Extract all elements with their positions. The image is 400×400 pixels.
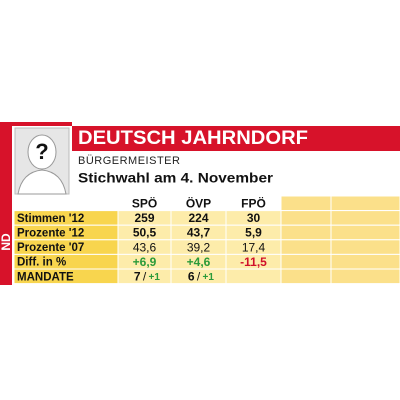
cell-value: 50,5	[133, 226, 157, 240]
row-label: Prozente '12	[17, 228, 84, 240]
cell-value: +4,6	[187, 255, 211, 269]
separator: /	[197, 269, 201, 283]
empty-cell	[330, 268, 400, 285]
title: DEUTSCH JAHRNDORF	[78, 128, 308, 149]
seat-change: +1	[149, 272, 161, 283]
cell	[225, 268, 282, 285]
subtitle: BÜRGERMEISTER	[78, 155, 180, 167]
empty-cell	[280, 224, 332, 241]
results-table: SPÖ ÖVP FPÖ Stimmen '12 259 224 30 Prozente '12…	[13, 195, 400, 285]
column-header: SPÖ	[132, 195, 157, 210]
row-label: Prozente '07	[17, 242, 84, 254]
row-label: Stimmen '12	[17, 213, 84, 225]
cell-value: 17,4	[242, 240, 266, 254]
cell-value: 30	[247, 211, 261, 225]
seat-change: +1	[203, 272, 215, 283]
cell-value: 5,9	[245, 226, 262, 240]
column-header: FPÖ	[241, 195, 266, 210]
empty-cell	[330, 239, 400, 255]
red-rule	[0, 122, 72, 126]
empty-cell	[330, 253, 400, 270]
empty-cell	[330, 195, 400, 212]
empty-cell	[280, 239, 332, 255]
empty-cell	[280, 195, 332, 212]
row-label: Diff. in %	[17, 257, 66, 269]
cell-value: 39,2	[187, 240, 211, 254]
empty-cell	[280, 253, 332, 270]
empty-cell	[330, 224, 400, 241]
cell-value: 43,6	[133, 240, 157, 254]
cell-value: 224	[188, 211, 208, 225]
row-label: MANDATE	[17, 271, 74, 283]
portrait-body	[17, 169, 67, 195]
seats: 6	[188, 269, 195, 283]
region: ND	[0, 233, 13, 251]
red-strip	[0, 122, 12, 285]
election: Stichwahl am 4. November	[78, 170, 274, 186]
cell-value: +6,9	[133, 255, 157, 269]
seats: 7	[134, 269, 141, 283]
cell-value: 259	[134, 211, 154, 225]
separator: /	[143, 269, 147, 283]
empty-cell	[280, 268, 332, 285]
column-header: ÖVP	[186, 195, 211, 210]
empty-cell	[330, 210, 400, 226]
title-bar	[72, 126, 400, 151]
portrait-mark: ?	[35, 139, 48, 164]
cell-value: -11,5	[240, 255, 267, 269]
cell-value: 43,7	[187, 226, 211, 240]
portrait-head	[27, 134, 57, 170]
empty-cell	[280, 210, 332, 226]
